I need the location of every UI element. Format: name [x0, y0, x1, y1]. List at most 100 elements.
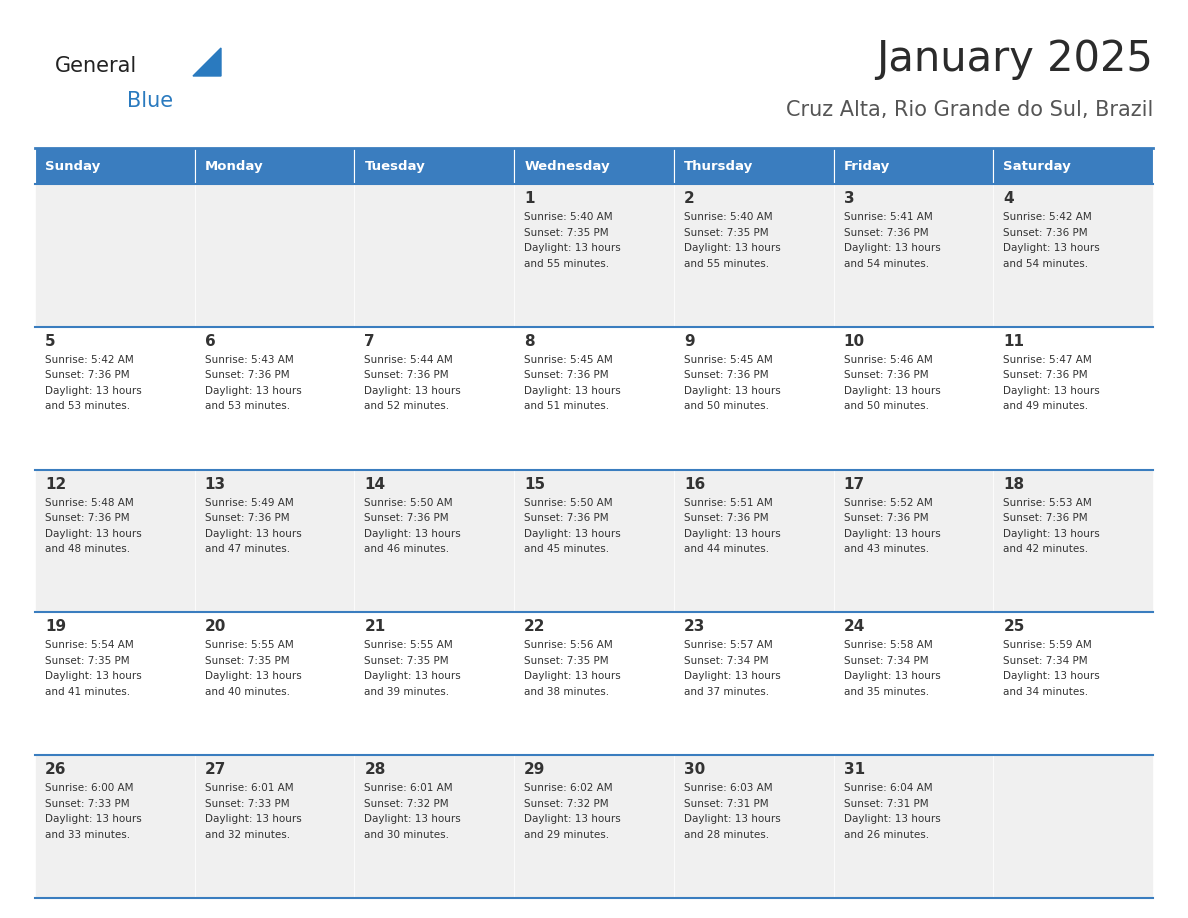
Text: Sunrise: 5:53 AM: Sunrise: 5:53 AM [1004, 498, 1092, 508]
Text: 4: 4 [1004, 191, 1013, 206]
Text: 14: 14 [365, 476, 386, 492]
Text: 28: 28 [365, 762, 386, 778]
Text: Wednesday: Wednesday [524, 160, 609, 173]
Text: Sunset: 7:36 PM: Sunset: 7:36 PM [524, 370, 608, 380]
Text: Daylight: 13 hours: Daylight: 13 hours [45, 529, 141, 539]
Text: 2: 2 [684, 191, 695, 206]
Text: Sunset: 7:32 PM: Sunset: 7:32 PM [524, 799, 608, 809]
Text: and 28 minutes.: and 28 minutes. [684, 830, 769, 840]
Text: Daylight: 13 hours: Daylight: 13 hours [1004, 386, 1100, 396]
Text: Daylight: 13 hours: Daylight: 13 hours [524, 671, 621, 681]
Text: 18: 18 [1004, 476, 1024, 492]
Text: Daylight: 13 hours: Daylight: 13 hours [204, 671, 302, 681]
Text: Friday: Friday [843, 160, 890, 173]
Text: Daylight: 13 hours: Daylight: 13 hours [365, 529, 461, 539]
Text: Sunset: 7:35 PM: Sunset: 7:35 PM [365, 655, 449, 666]
Text: Sunrise: 5:56 AM: Sunrise: 5:56 AM [524, 641, 613, 650]
Text: Daylight: 13 hours: Daylight: 13 hours [204, 386, 302, 396]
Bar [993, 756, 1154, 898]
Text: 1: 1 [524, 191, 535, 206]
Text: Sunrise: 5:54 AM: Sunrise: 5:54 AM [45, 641, 134, 650]
Bar [674, 756, 834, 898]
Text: Sunset: 7:36 PM: Sunset: 7:36 PM [843, 513, 928, 523]
Polygon shape [192, 48, 221, 76]
Text: 21: 21 [365, 620, 386, 634]
Bar [674, 612, 834, 756]
Text: Sunrise: 5:58 AM: Sunrise: 5:58 AM [843, 641, 933, 650]
Text: 11: 11 [1004, 334, 1024, 349]
Text: and 41 minutes.: and 41 minutes. [45, 687, 131, 697]
Text: and 40 minutes.: and 40 minutes. [204, 687, 290, 697]
Text: Thursday: Thursday [684, 160, 753, 173]
Text: Sunrise: 5:45 AM: Sunrise: 5:45 AM [684, 354, 772, 364]
Text: Sunset: 7:32 PM: Sunset: 7:32 PM [365, 799, 449, 809]
Text: Sunrise: 6:02 AM: Sunrise: 6:02 AM [524, 783, 613, 793]
Bar [514, 148, 674, 184]
Text: Daylight: 13 hours: Daylight: 13 hours [45, 671, 141, 681]
Text: and 55 minutes.: and 55 minutes. [684, 259, 769, 268]
Text: Sunset: 7:31 PM: Sunset: 7:31 PM [684, 799, 769, 809]
Text: 20: 20 [204, 620, 226, 634]
Bar [354, 470, 514, 612]
Text: Sunrise: 5:57 AM: Sunrise: 5:57 AM [684, 641, 772, 650]
Text: 26: 26 [45, 762, 67, 778]
Text: Sunset: 7:36 PM: Sunset: 7:36 PM [524, 513, 608, 523]
Text: 17: 17 [843, 476, 865, 492]
Text: and 45 minutes.: and 45 minutes. [524, 544, 609, 554]
Text: Sunset: 7:36 PM: Sunset: 7:36 PM [1004, 228, 1088, 238]
Bar [834, 148, 993, 184]
Bar [354, 184, 514, 327]
Text: Sunset: 7:35 PM: Sunset: 7:35 PM [204, 655, 290, 666]
Text: and 44 minutes.: and 44 minutes. [684, 544, 769, 554]
Text: and 34 minutes.: and 34 minutes. [1004, 687, 1088, 697]
Text: Sunset: 7:36 PM: Sunset: 7:36 PM [365, 513, 449, 523]
Text: and 39 minutes.: and 39 minutes. [365, 687, 449, 697]
Bar [993, 612, 1154, 756]
Text: 24: 24 [843, 620, 865, 634]
Text: 10: 10 [843, 334, 865, 349]
Text: and 38 minutes.: and 38 minutes. [524, 687, 609, 697]
Text: Daylight: 13 hours: Daylight: 13 hours [524, 529, 621, 539]
Text: Sunset: 7:36 PM: Sunset: 7:36 PM [684, 370, 769, 380]
Text: Sunset: 7:36 PM: Sunset: 7:36 PM [1004, 513, 1088, 523]
Text: Daylight: 13 hours: Daylight: 13 hours [45, 814, 141, 824]
Text: and 50 minutes.: and 50 minutes. [684, 401, 769, 411]
Bar [834, 470, 993, 612]
Text: 3: 3 [843, 191, 854, 206]
Text: and 48 minutes.: and 48 minutes. [45, 544, 131, 554]
Text: Daylight: 13 hours: Daylight: 13 hours [1004, 671, 1100, 681]
Bar [993, 470, 1154, 612]
Text: Sunset: 7:36 PM: Sunset: 7:36 PM [45, 513, 129, 523]
Text: Monday: Monday [204, 160, 264, 173]
Text: and 30 minutes.: and 30 minutes. [365, 830, 449, 840]
Text: Sunrise: 5:40 AM: Sunrise: 5:40 AM [524, 212, 613, 222]
Text: Sunrise: 6:00 AM: Sunrise: 6:00 AM [45, 783, 133, 793]
Text: Sunrise: 5:50 AM: Sunrise: 5:50 AM [524, 498, 613, 508]
Text: Sunset: 7:36 PM: Sunset: 7:36 PM [365, 370, 449, 380]
Text: Daylight: 13 hours: Daylight: 13 hours [684, 529, 781, 539]
Text: 9: 9 [684, 334, 695, 349]
Text: Sunrise: 5:45 AM: Sunrise: 5:45 AM [524, 354, 613, 364]
Bar [514, 756, 674, 898]
Text: Daylight: 13 hours: Daylight: 13 hours [843, 529, 941, 539]
Bar [354, 148, 514, 184]
Text: Sunrise: 5:44 AM: Sunrise: 5:44 AM [365, 354, 453, 364]
Text: Daylight: 13 hours: Daylight: 13 hours [524, 386, 621, 396]
Text: and 54 minutes.: and 54 minutes. [843, 259, 929, 268]
Text: 27: 27 [204, 762, 226, 778]
Text: Sunset: 7:33 PM: Sunset: 7:33 PM [45, 799, 129, 809]
Text: General: General [55, 56, 138, 76]
Text: Sunrise: 5:51 AM: Sunrise: 5:51 AM [684, 498, 772, 508]
Text: Daylight: 13 hours: Daylight: 13 hours [524, 243, 621, 253]
Text: Daylight: 13 hours: Daylight: 13 hours [843, 386, 941, 396]
Bar [834, 612, 993, 756]
Text: Sunrise: 5:42 AM: Sunrise: 5:42 AM [1004, 212, 1092, 222]
Bar [34, 327, 195, 470]
Text: 30: 30 [684, 762, 706, 778]
Text: Daylight: 13 hours: Daylight: 13 hours [365, 386, 461, 396]
Text: Sunset: 7:36 PM: Sunset: 7:36 PM [204, 513, 290, 523]
Text: Sunrise: 5:55 AM: Sunrise: 5:55 AM [365, 641, 453, 650]
Bar [514, 612, 674, 756]
Text: 12: 12 [45, 476, 67, 492]
Text: Daylight: 13 hours: Daylight: 13 hours [1004, 529, 1100, 539]
